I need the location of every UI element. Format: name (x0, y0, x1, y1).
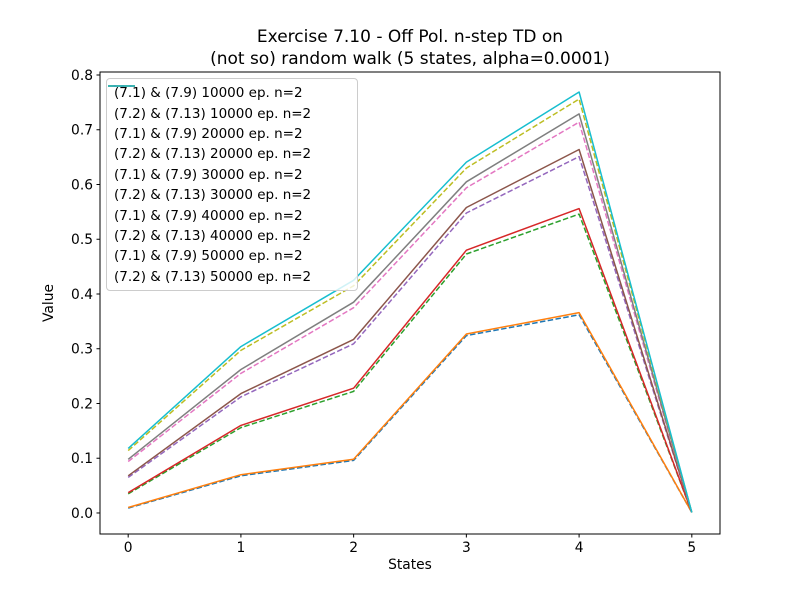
chart-title: Exercise 7.10 - Off Pol. n-step TD on (n… (210, 27, 610, 69)
legend-entry: (7.1) & (7.9) 40000 ep. n=2 (108, 85, 357, 225)
legend-entry: (7.1) & (7.9) 20000 ep. n=2 (108, 85, 357, 144)
y-tick-label: 0.2 (71, 396, 93, 412)
legend-label: (7.2) & (7.13) 30000 ep. n=2 (114, 187, 312, 204)
x-axis-label: States (388, 557, 432, 573)
series-line-4 (127, 155, 693, 513)
legend-entry: (7.2) & (7.13) 50000 ep. n=2 (108, 85, 357, 287)
y-tick-label: 0.3 (71, 342, 93, 358)
y-axis-label: Value (41, 284, 57, 322)
series-line-5 (127, 148, 693, 513)
series-layer (127, 91, 693, 513)
x-tick-label: 4 (575, 540, 584, 556)
y-tick-label: 0.5 (71, 232, 93, 248)
ticks-layer: 0 1 2 3 4 5 0.0 0.1 0.2 0.3 0.4 0.5 0.6 0.7 0.8 (71, 68, 696, 556)
legend-entry: (7.1) & (7.9) 10000 ep. n=2 (108, 83, 357, 103)
legend-entry: (7.2) & (7.13) 40000 ep. n=2 (108, 85, 357, 246)
axes-spines (99, 71, 721, 535)
legend-label: (7.1) & (7.9) 30000 ep. n=2 (114, 166, 303, 183)
y-tick-label: 0.1 (71, 451, 93, 467)
legend-label: (7.1) & (7.9) 40000 ep. n=2 (114, 207, 303, 224)
y-tick-label: 0.8 (71, 68, 93, 84)
legend-label: (7.2) & (7.13) 10000 ep. n=2 (114, 105, 312, 122)
legend-label: (7.1) & (7.9) 10000 ep. n=2 (114, 85, 303, 102)
legend-entry: (7.1) & (7.9) 50000 ep. n=2 (108, 85, 357, 266)
series-line-7 (127, 113, 693, 513)
legend-entry: (7.1) & (7.9) 30000 ep. n=2 (108, 85, 357, 185)
legend-label: (7.2) & (7.13) 40000 ep. n=2 (114, 227, 312, 244)
legend-line-sample (108, 85, 135, 87)
series-line-9 (127, 91, 693, 513)
y-tick-label: 0.6 (71, 177, 93, 193)
legend-entry: (7.2) & (7.13) 30000 ep. n=2 (108, 85, 357, 205)
series-line-3 (127, 207, 693, 513)
x-tick-label: 0 (124, 540, 133, 556)
x-tick-label: 1 (237, 540, 246, 556)
x-tick-label: 5 (687, 540, 696, 556)
legend-label: (7.1) & (7.9) 50000 ep. n=2 (114, 248, 303, 265)
legend-entry: (7.2) & (7.13) 10000 ep. n=2 (108, 85, 357, 123)
y-tick-label: 0.4 (71, 287, 93, 303)
legend-label: (7.2) & (7.13) 20000 ep. n=2 (114, 146, 312, 163)
legend-label: (7.2) & (7.13) 50000 ep. n=2 (114, 268, 312, 285)
legend-label: (7.1) & (7.9) 20000 ep. n=2 (114, 125, 303, 142)
y-tick-label: 0.0 (71, 506, 93, 522)
series-line-1 (127, 311, 693, 513)
series-line-6 (127, 121, 693, 513)
x-tick-label: 2 (349, 540, 358, 556)
series-line-0 (127, 314, 693, 513)
x-tick-label: 3 (462, 540, 471, 556)
y-tick-label: 0.7 (71, 123, 93, 139)
legend-entry: (7.2) & (7.13) 20000 ep. n=2 (108, 85, 357, 164)
legend: (7.1) & (7.9) 10000 ep. n=2 (7.2) & (7.1… (106, 78, 358, 291)
